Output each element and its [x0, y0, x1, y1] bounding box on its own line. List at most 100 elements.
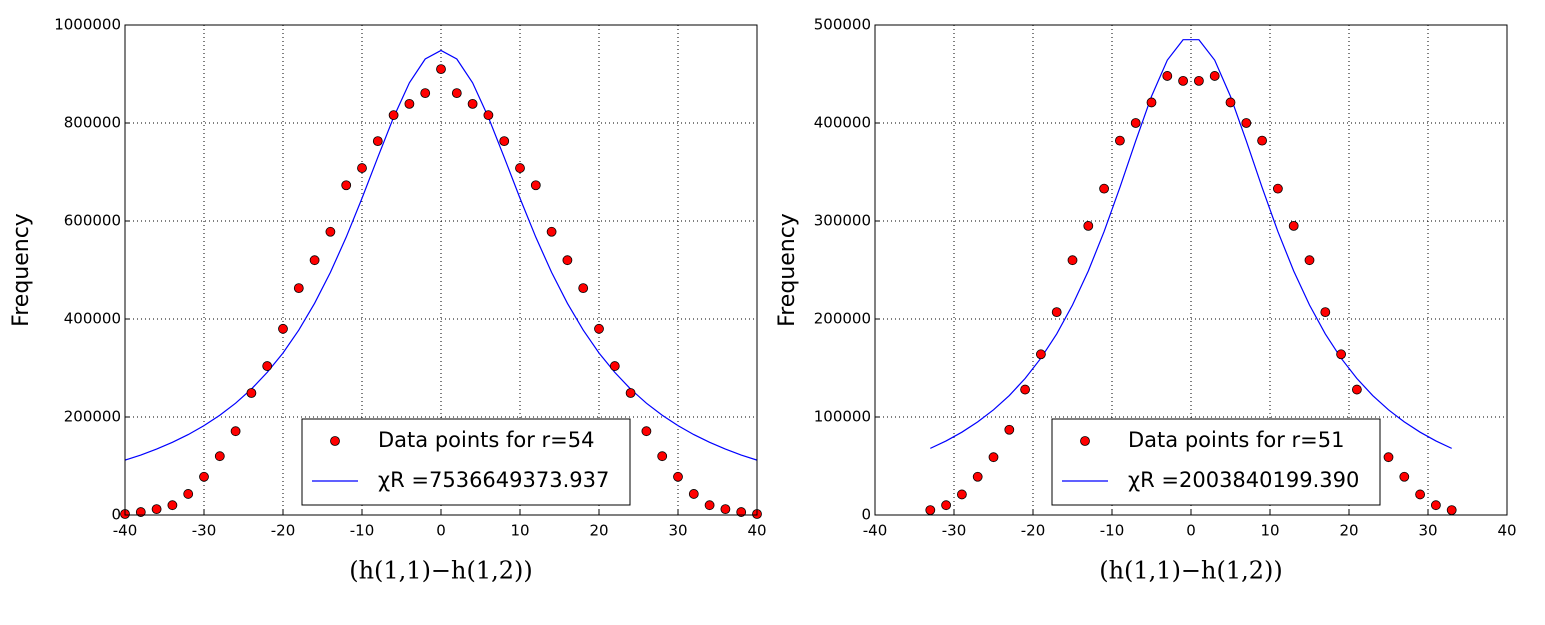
legend-box — [1051, 418, 1381, 506]
y-tick-label: 1000000 — [54, 16, 121, 34]
data-point — [1383, 452, 1394, 463]
y-tick-label: 800000 — [64, 114, 121, 132]
x-tick-label: -40 — [113, 522, 138, 540]
data-point — [1083, 220, 1094, 231]
y-tick-label: 600000 — [64, 212, 121, 230]
data-point — [278, 323, 288, 334]
data-point — [1304, 255, 1315, 266]
y-tick-label: 400000 — [814, 114, 871, 132]
y-tick-label: 200000 — [64, 408, 121, 426]
data-point — [1336, 349, 1346, 360]
data-point — [1320, 307, 1331, 318]
data-point — [688, 489, 699, 499]
data-point — [704, 500, 715, 511]
legend-label: Data points for r=51 — [1128, 428, 1345, 452]
data-point — [546, 226, 557, 237]
legend-label: Data points for r=54 — [378, 428, 595, 452]
x-tick-label: -10 — [1100, 522, 1125, 540]
data-point — [925, 505, 936, 516]
data-point — [451, 88, 462, 99]
y-tick-label: 200000 — [814, 310, 871, 328]
data-point — [1036, 349, 1046, 360]
data-point — [388, 110, 399, 121]
x-tick-label: 30 — [1418, 522, 1437, 540]
data-point — [1194, 75, 1204, 86]
data-point — [372, 136, 383, 147]
data-point — [135, 507, 146, 517]
data-point — [1352, 384, 1362, 395]
data-point — [151, 504, 162, 515]
data-point — [309, 255, 320, 266]
data-point — [325, 226, 336, 237]
data-point — [578, 283, 589, 294]
x-axis-label: (h(1,1)−h(1,2)) — [349, 557, 533, 585]
y-tick-label: 0 — [861, 506, 871, 524]
x-tick-label: -20 — [1021, 522, 1046, 540]
data-point — [1067, 255, 1078, 266]
data-point — [1146, 97, 1157, 108]
data-point — [720, 504, 731, 515]
y-tick-label: 0 — [111, 506, 121, 524]
x-tick-label: 40 — [1497, 522, 1516, 540]
data-point — [436, 64, 446, 74]
data-point — [230, 426, 241, 437]
x-tick-label: -20 — [271, 522, 296, 540]
data-point — [183, 489, 194, 499]
x-axis-label: (h(1,1)−h(1,2)) — [1099, 557, 1283, 585]
data-point — [641, 426, 652, 437]
data-point — [1241, 118, 1252, 128]
data-point — [657, 451, 668, 462]
data-point — [1288, 220, 1299, 231]
x-tick-label: -40 — [863, 522, 888, 540]
data-point — [404, 98, 415, 109]
legend-box — [301, 418, 631, 506]
data-point — [1225, 97, 1236, 108]
data-point — [941, 500, 951, 511]
x-tick-label: 20 — [589, 522, 608, 540]
legend-marker — [1080, 436, 1090, 446]
data-point — [562, 255, 573, 266]
data-point — [357, 163, 367, 173]
data-point — [1257, 135, 1267, 146]
legend-label: χR =7536649373.937 — [378, 468, 609, 492]
data-point — [673, 471, 683, 482]
data-point — [167, 500, 178, 511]
data-point — [515, 163, 525, 173]
data-point — [957, 489, 967, 500]
x-tick-label: 40 — [747, 522, 766, 540]
y-tick-label: 400000 — [64, 310, 121, 328]
data-point — [988, 452, 999, 463]
fit-line — [124, 49, 758, 461]
x-tick-label: 30 — [668, 522, 687, 540]
plot-frame — [124, 24, 758, 516]
data-point — [420, 88, 431, 99]
data-point — [1399, 471, 1410, 482]
data-point — [262, 361, 273, 371]
x-tick-label: 0 — [1186, 522, 1196, 540]
x-tick-label: 0 — [436, 522, 446, 540]
data-point — [1099, 183, 1109, 194]
data-point — [499, 136, 510, 147]
data-point — [1415, 489, 1425, 500]
data-point — [1020, 384, 1030, 395]
fit-line — [930, 39, 1452, 449]
y-tick-label: 500000 — [814, 16, 871, 34]
y-tick-label: 300000 — [814, 212, 871, 230]
data-point — [1446, 505, 1457, 516]
data-point — [1273, 183, 1283, 194]
data-point — [214, 451, 225, 462]
data-point — [1209, 71, 1220, 81]
x-tick-label: -10 — [350, 522, 375, 540]
legend-marker — [330, 436, 340, 446]
data-point — [1004, 424, 1015, 435]
x-tick-label: 10 — [1260, 522, 1279, 540]
data-point — [1162, 71, 1173, 81]
data-point — [736, 507, 747, 517]
data-point — [1178, 75, 1188, 86]
data-point — [1431, 500, 1441, 511]
data-point — [199, 471, 209, 482]
data-point — [467, 98, 478, 109]
data-point — [293, 283, 304, 294]
data-point — [1130, 118, 1141, 128]
x-tick-label: 10 — [510, 522, 529, 540]
